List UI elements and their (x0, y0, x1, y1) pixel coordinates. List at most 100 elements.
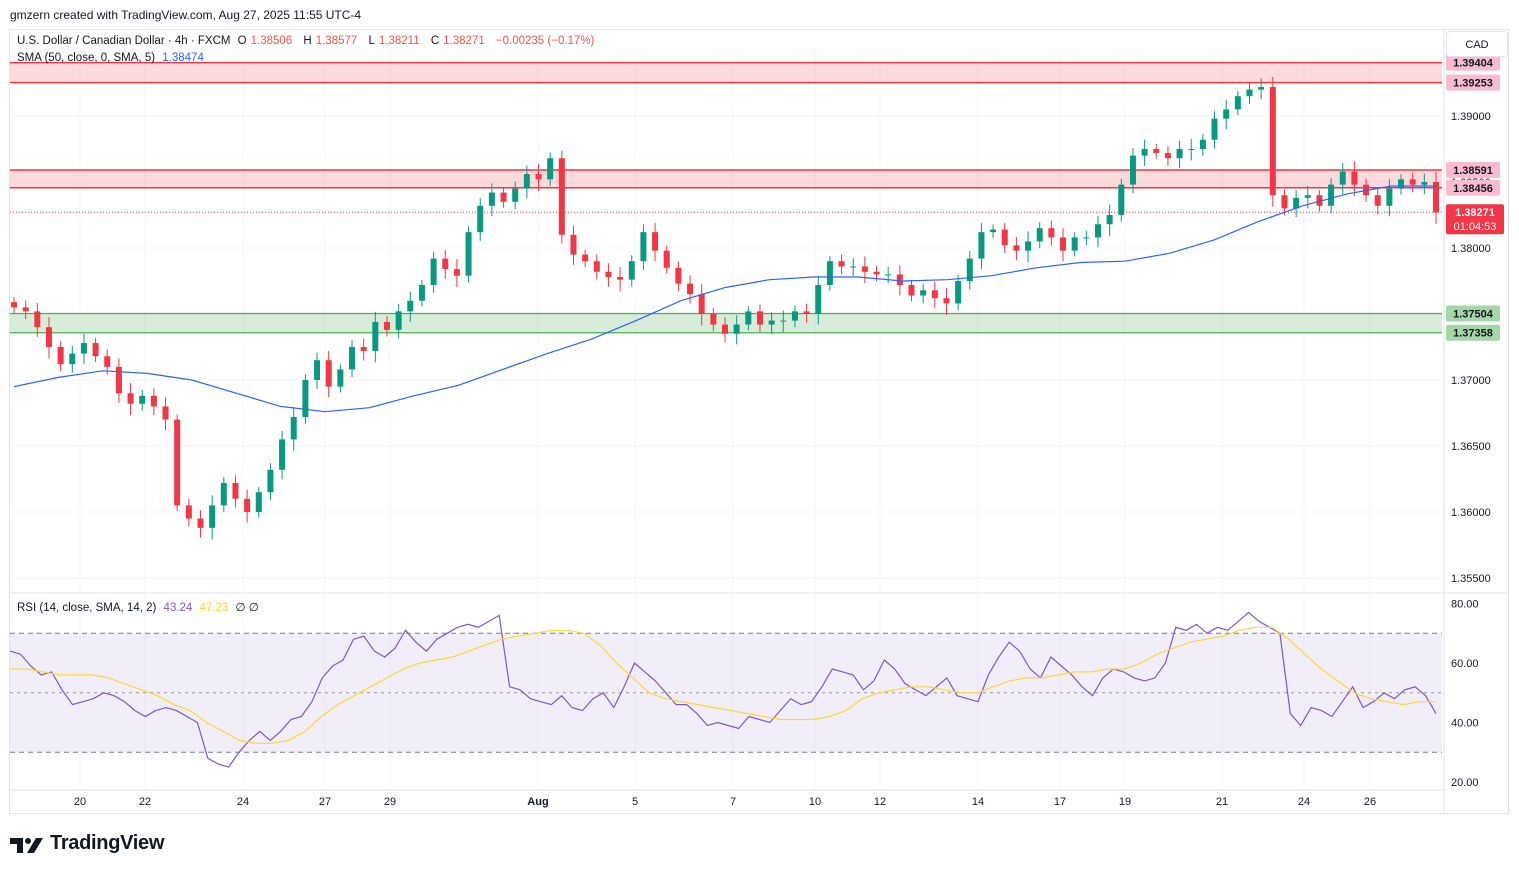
candle-body (1409, 179, 1416, 185)
candle-body (80, 343, 87, 354)
candle-body (733, 324, 740, 334)
sma-value: 1.38474 (162, 52, 204, 64)
candle-body (873, 271, 880, 275)
price-tick-label: 1.35500 (1451, 573, 1491, 585)
time-tick-label: 22 (139, 796, 151, 808)
candle-body (1258, 86, 1265, 90)
resistance-label: 1.39253 (1453, 78, 1493, 90)
time-tick-label: 29 (384, 796, 396, 808)
candle-body (232, 482, 239, 499)
candle-body (593, 261, 600, 272)
candle-body (1433, 182, 1439, 213)
candle-body (383, 321, 390, 330)
candle-body (314, 360, 321, 380)
support-label: 1.37358 (1453, 328, 1493, 340)
ohlc-close: C 1.38271 (430, 35, 485, 47)
candle-body (1129, 155, 1136, 185)
candle-body (1176, 149, 1183, 159)
candle-body (185, 505, 192, 519)
currency-button[interactable]: CAD (1446, 31, 1508, 57)
candle-body (372, 321, 379, 351)
time-tick-label: 12 (874, 796, 886, 808)
time-tick-label: 26 (1364, 796, 1376, 808)
candle-body (1013, 245, 1020, 251)
candle-body (477, 205, 484, 233)
sma-label[interactable]: SMA (50, close, 0, SMA, 5) (17, 52, 156, 64)
price-change: −0.00235 (−0.17%) (495, 35, 595, 47)
candle-body (22, 307, 29, 312)
candle-body (174, 419, 181, 506)
resistance-label-bg (1446, 161, 1500, 178)
candle-body (628, 261, 635, 280)
tradingview-logo[interactable]: TradingView (10, 832, 164, 855)
candle-body (290, 416, 297, 440)
candle-body (966, 258, 973, 281)
candle-body (803, 311, 810, 314)
candle-body (11, 302, 17, 308)
candle-body (325, 360, 332, 387)
candle-body (267, 469, 274, 493)
candle-body (1293, 197, 1300, 209)
candle-body (640, 232, 647, 262)
candle-body (523, 174, 530, 189)
ohlc-open: O 1.38506 (237, 35, 293, 47)
rsi-tick-label: 60.00 (1451, 658, 1479, 670)
candle-body (955, 281, 962, 304)
candle-body (465, 232, 472, 276)
time-tick-label: 24 (237, 796, 249, 808)
candle-body (1339, 171, 1346, 185)
candle-body (745, 311, 752, 325)
time-tick-label: 17 (1054, 796, 1066, 808)
symbol-title[interactable]: U.S. Dollar / Canadian Dollar · 4h · FXC… (17, 35, 231, 47)
candle-body (710, 314, 717, 325)
candle-body (349, 347, 356, 370)
rsi-value: 43.24 (163, 602, 193, 614)
resistance-label: 1.38456 (1453, 183, 1493, 195)
support-zone (10, 313, 1442, 333)
candle-body (34, 311, 41, 328)
candle-body (45, 327, 52, 347)
price-tick-label: 1.39000 (1451, 111, 1491, 123)
candle-body (535, 174, 542, 180)
candle-body (279, 439, 286, 470)
candle-body (931, 290, 938, 299)
candle-body (1223, 109, 1230, 119)
time-tick-label: 24 (1298, 796, 1310, 808)
resistance-label: 1.39404 (1453, 58, 1494, 70)
candle-body (1281, 195, 1288, 209)
rsi-label[interactable]: RSI (14, close, SMA, 14, 2) (17, 602, 157, 614)
candle-body (197, 518, 204, 528)
ohlc-low: L 1.38211 (368, 35, 420, 47)
time-tick-label: 20 (74, 796, 86, 808)
candle-body (337, 369, 344, 387)
price-tick-label: 1.36500 (1451, 441, 1491, 453)
candle-body (1351, 171, 1358, 185)
candle-body (244, 498, 251, 512)
candle-body (139, 395, 146, 404)
candle-body (617, 277, 624, 280)
candle-body (920, 290, 927, 296)
candle-body (1060, 237, 1067, 251)
resistance-label: 1.38591 (1453, 165, 1493, 177)
candle-body (69, 353, 76, 365)
candle-body (1106, 215, 1113, 225)
candle-body (302, 380, 309, 417)
candle-body (850, 266, 857, 268)
rsi-tick-label: 40.00 (1451, 718, 1479, 730)
time-tick-label: 10 (809, 796, 821, 808)
candle-body (453, 269, 460, 276)
time-tick-label: 19 (1119, 796, 1131, 808)
candle-body (756, 311, 763, 325)
chart-credit: gmzern created with TradingView.com, Aug… (10, 8, 362, 22)
candle-body (418, 284, 425, 301)
resistance-label-bg (1446, 179, 1500, 196)
tradingview-logo-icon (10, 837, 43, 853)
resistance-label-bg (1446, 74, 1500, 91)
rsi-ma-value: 47.23 (199, 602, 229, 614)
candle-body (558, 158, 565, 235)
candle-body (1141, 149, 1148, 156)
candle-body (675, 267, 682, 284)
candle-body (722, 324, 728, 334)
resistance-label-bg (1446, 54, 1500, 71)
